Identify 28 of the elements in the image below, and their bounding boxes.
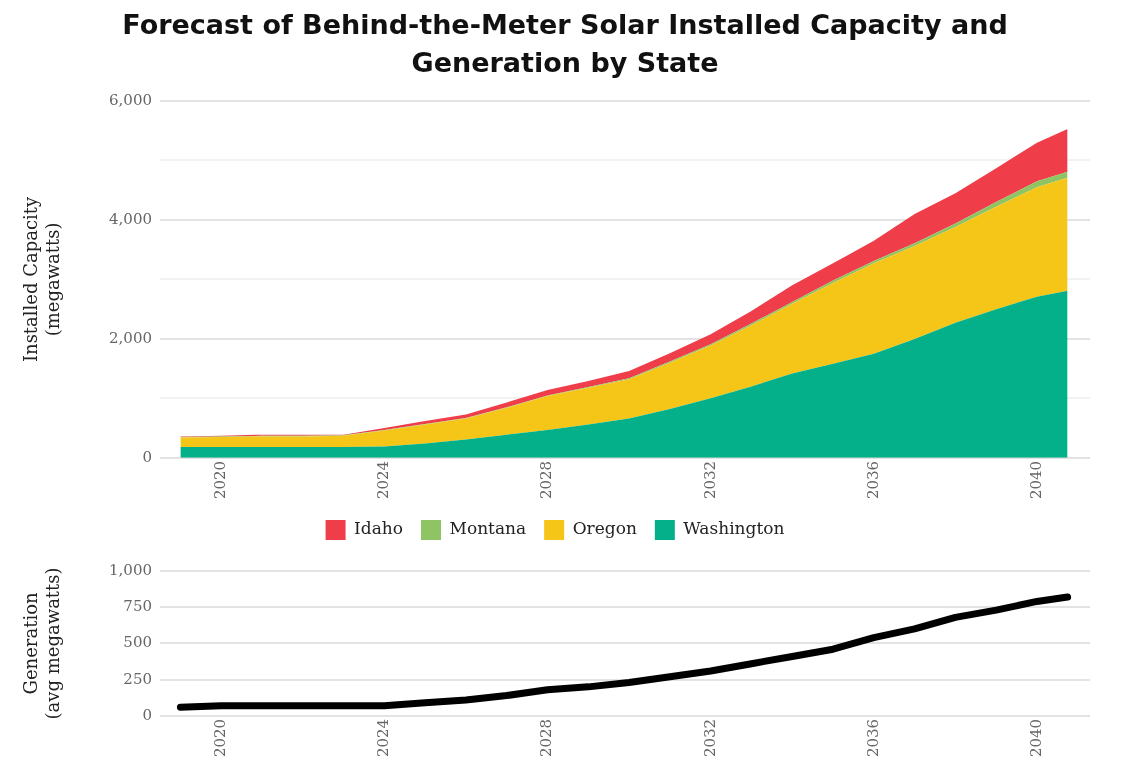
x-tick-label: 2036 bbox=[863, 460, 882, 500]
x-tick-label: 2036 bbox=[863, 718, 882, 758]
x-tick-label: 2024 bbox=[374, 718, 393, 758]
y-tick-label: 250 bbox=[123, 669, 152, 688]
x-tick-label: 2028 bbox=[537, 460, 556, 500]
x-tick-label: 2024 bbox=[374, 460, 393, 500]
x-tick-label: 2020 bbox=[211, 718, 230, 758]
chart-title: Forecast of Behind-the-Meter Solar Installed Capacity and Generation by State bbox=[121, 8, 1009, 80]
x-tick-label: 2020 bbox=[211, 460, 230, 500]
x-tick-label: 2028 bbox=[537, 718, 556, 758]
y-tick-label: 750 bbox=[123, 597, 152, 616]
legend-label: Montana bbox=[449, 518, 527, 539]
y-tick-label: 500 bbox=[123, 633, 152, 652]
legend-label: Oregon bbox=[572, 518, 637, 539]
x-tick-label: 2040 bbox=[1026, 718, 1045, 758]
y-tick-label: 4,000 bbox=[109, 209, 152, 228]
legend-label: Idaho bbox=[354, 518, 403, 539]
x-tick-label: 2040 bbox=[1026, 460, 1045, 500]
y-tick-label: 2,000 bbox=[109, 328, 152, 347]
x-tick-label: 2032 bbox=[700, 718, 719, 758]
y-tick-label: 1,000 bbox=[109, 560, 152, 579]
y-axis-title: Generation (avg megawatts) bbox=[20, 567, 64, 720]
x-tick-label: 2032 bbox=[700, 460, 719, 500]
y-tick-label: 0 bbox=[142, 705, 152, 724]
y-tick-label: 6,000 bbox=[109, 90, 152, 109]
legend-label: Washington bbox=[683, 518, 785, 539]
y-tick-label: 0 bbox=[142, 447, 152, 466]
y-axis-title: Installed Capacity (megawatts) bbox=[20, 195, 64, 363]
